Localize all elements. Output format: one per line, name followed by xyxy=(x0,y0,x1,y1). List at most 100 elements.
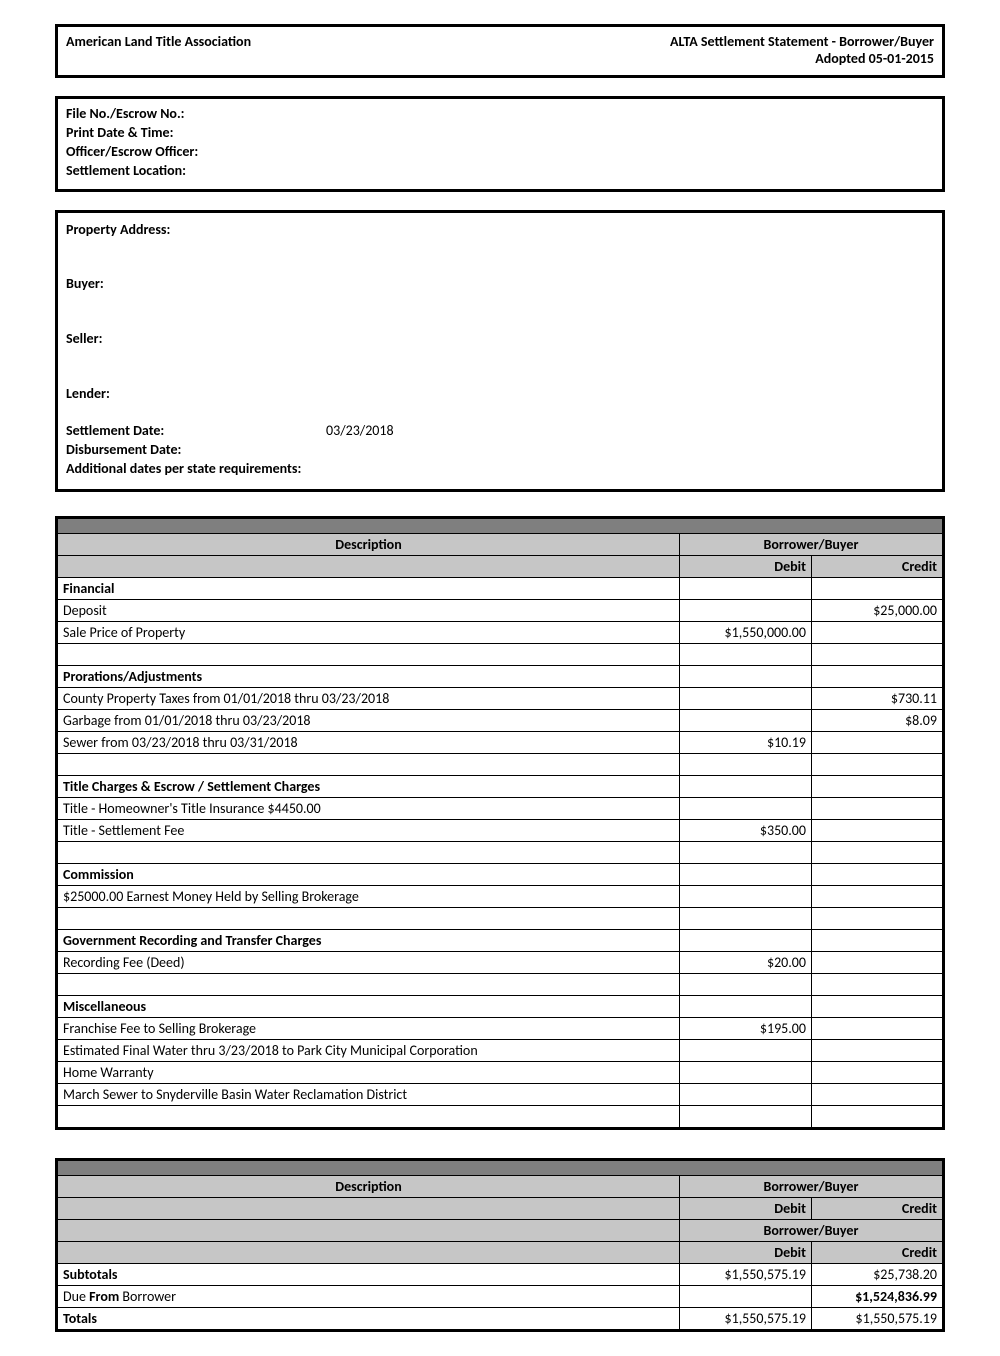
row-description: Sale Price of Property xyxy=(57,621,680,643)
table-row: Government Recording and Transfer Charge… xyxy=(57,929,944,951)
section-header: Government Recording and Transfer Charge… xyxy=(57,929,680,951)
table-row: Franchise Fee to Selling Brokerage$195.0… xyxy=(57,1017,944,1039)
table-row: $25000.00 Earnest Money Held by Selling … xyxy=(57,885,944,907)
table-row: March Sewer to Snyderville Basin Water R… xyxy=(57,1083,944,1105)
row-description: Estimated Final Water thru 3/23/2018 to … xyxy=(57,1039,680,1061)
section-header: Miscellaneous xyxy=(57,995,680,1017)
row-description: Deposit xyxy=(57,599,680,621)
row-credit xyxy=(811,1017,943,1039)
buyer-label: Buyer: xyxy=(66,275,326,294)
table-row: Deposit $25,000.00 xyxy=(57,599,944,621)
table-row: Title Charges & Escrow / Settlement Char… xyxy=(57,775,944,797)
section-header: Commission xyxy=(57,863,680,885)
print-date-label: Print Date & Time: xyxy=(66,124,934,143)
totals-credit: $1,524,836.99 xyxy=(811,1285,943,1307)
seller-label: Seller: xyxy=(66,330,326,349)
row-debit: $1,550,000.00 xyxy=(680,621,812,643)
table-row xyxy=(57,643,944,665)
lender-label: Lender: xyxy=(66,385,326,404)
row-credit: $25,000.00 xyxy=(811,599,943,621)
row-debit xyxy=(680,797,812,819)
table-row: Sale Price of Property$1,550,000.00 xyxy=(57,621,944,643)
totals-row: Subtotals$1,550,575.19$25,738.20 xyxy=(57,1263,944,1285)
section-header: Title Charges & Escrow / Settlement Char… xyxy=(57,775,680,797)
col-party-2: Borrower/Buyer xyxy=(680,1219,944,1241)
settlement-date-label: Settlement Date: xyxy=(66,422,326,441)
table-row: Miscellaneous xyxy=(57,995,944,1017)
officer-label: Officer/Escrow Officer: xyxy=(66,143,934,162)
col-debit: Debit xyxy=(680,555,812,577)
row-debit xyxy=(680,1083,812,1105)
table-row: Title - Settlement Fee$350.00 xyxy=(57,819,944,841)
file-no-label: File No./Escrow No.: xyxy=(66,105,934,124)
totals-desc: Totals xyxy=(57,1307,680,1330)
row-description: $25000.00 Earnest Money Held by Selling … xyxy=(57,885,680,907)
table-row: Financial xyxy=(57,577,944,599)
row-description: Title - Homeowner's Title Insurance $445… xyxy=(57,797,680,819)
doc-title-2: Adopted 05-01-2015 xyxy=(670,50,934,67)
totals-row: Due From Borrower $1,524,836.99 xyxy=(57,1285,944,1307)
col-description: Description xyxy=(57,533,680,555)
col-credit: Credit xyxy=(811,555,943,577)
row-debit xyxy=(680,1061,812,1083)
row-credit xyxy=(811,797,943,819)
table-row xyxy=(57,1105,944,1128)
row-description: Sewer from 03/23/2018 thru 03/31/2018 xyxy=(57,731,680,753)
org-name: American Land Title Association xyxy=(66,33,251,67)
totals-row: Totals$1,550,575.19$1,550,575.19 xyxy=(57,1307,944,1330)
row-debit xyxy=(680,599,812,621)
row-credit xyxy=(811,819,943,841)
row-debit: $20.00 xyxy=(680,951,812,973)
row-description: Recording Fee (Deed) xyxy=(57,951,680,973)
section-header: Financial xyxy=(57,577,680,599)
totals-desc: Subtotals xyxy=(57,1263,680,1285)
totals-debit: $1,550,575.19 xyxy=(680,1263,812,1285)
row-description: Garbage from 01/01/2018 thru 03/23/2018 xyxy=(57,709,680,731)
table-row: Estimated Final Water thru 3/23/2018 to … xyxy=(57,1039,944,1061)
row-credit xyxy=(811,1039,943,1061)
row-description: Franchise Fee to Selling Brokerage xyxy=(57,1017,680,1039)
section-header: Prorations/Adjustments xyxy=(57,665,680,687)
statement-table: Description Borrower/Buyer Debit Credit … xyxy=(55,516,945,1130)
col-credit-2: Credit xyxy=(811,1241,943,1263)
table-row xyxy=(57,753,944,775)
table-row xyxy=(57,907,944,929)
property-label: Property Address: xyxy=(66,221,326,240)
row-debit xyxy=(680,709,812,731)
row-debit: $10.19 xyxy=(680,731,812,753)
totals-credit: $25,738.20 xyxy=(811,1263,943,1285)
row-description: Home Warranty xyxy=(57,1061,680,1083)
row-credit: $730.11 xyxy=(811,687,943,709)
file-info-box: File No./Escrow No.: Print Date & Time: … xyxy=(55,96,945,192)
totals-debit: $1,550,575.19 xyxy=(680,1307,812,1330)
doc-title-1: ALTA Settlement Statement - Borrower/Buy… xyxy=(670,33,934,50)
table-row: Prorations/Adjustments xyxy=(57,665,944,687)
row-credit xyxy=(811,1083,943,1105)
graybar-row xyxy=(57,517,944,533)
col-credit: Credit xyxy=(811,1197,943,1219)
col-party: Borrower/Buyer xyxy=(680,533,944,555)
table-row: Garbage from 01/01/2018 thru 03/23/2018$… xyxy=(57,709,944,731)
table-row: Commission xyxy=(57,863,944,885)
settlement-date-value: 03/23/2018 xyxy=(326,422,394,441)
col-debit-2: Debit xyxy=(680,1241,812,1263)
row-credit xyxy=(811,885,943,907)
row-debit: $350.00 xyxy=(680,819,812,841)
additional-dates-label: Additional dates per state requirements: xyxy=(66,460,301,479)
header-row-1: Description Borrower/Buyer xyxy=(57,533,944,555)
totals-desc: Due From Borrower xyxy=(57,1285,680,1307)
table-row xyxy=(57,841,944,863)
col-description: Description xyxy=(57,1175,680,1197)
row-description: March Sewer to Snyderville Basin Water R… xyxy=(57,1083,680,1105)
totals-table: Description Borrower/Buyer Debit Credit … xyxy=(55,1158,945,1332)
header-row-2: Debit Credit xyxy=(57,555,944,577)
table-row: Sewer from 03/23/2018 thru 03/31/2018$10… xyxy=(57,731,944,753)
header-box: American Land Title Association ALTA Set… xyxy=(55,24,945,78)
row-credit xyxy=(811,951,943,973)
settlement-location-label: Settlement Location: xyxy=(66,162,934,181)
table-row: Recording Fee (Deed)$20.00 xyxy=(57,951,944,973)
table-row: Home Warranty xyxy=(57,1061,944,1083)
totals-debit xyxy=(680,1285,812,1307)
row-debit xyxy=(680,1039,812,1061)
col-party: Borrower/Buyer xyxy=(680,1175,944,1197)
